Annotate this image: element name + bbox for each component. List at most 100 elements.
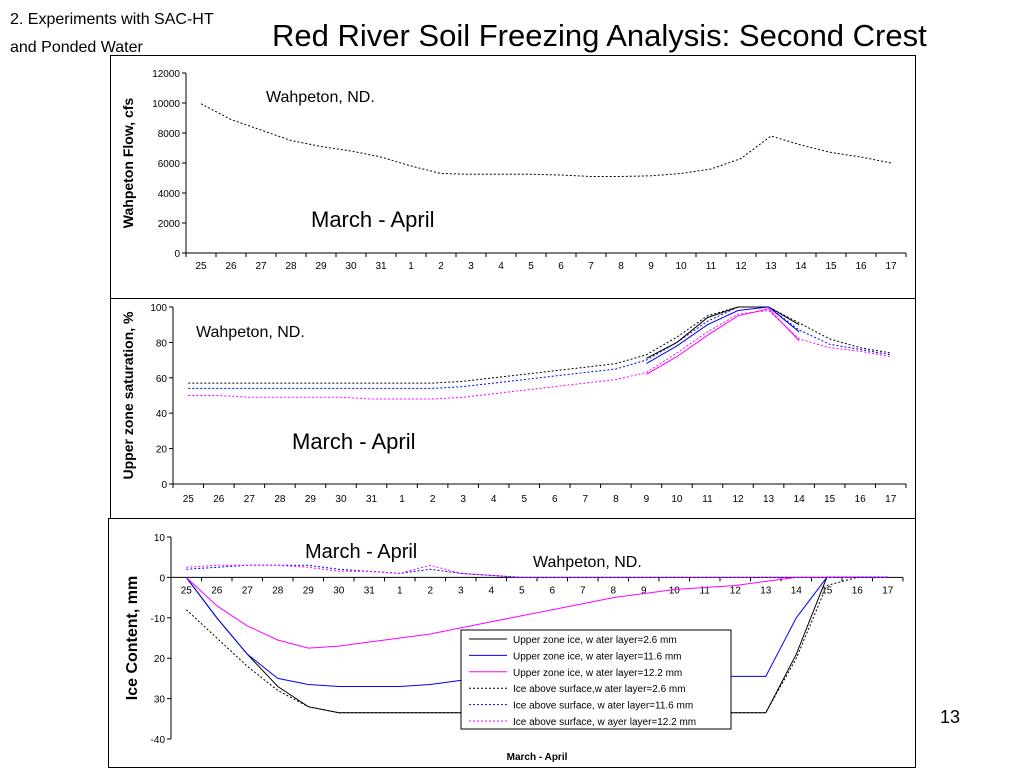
slide-title: Red River Soil Freezing Analysis: Second… <box>272 18 927 53</box>
x-tick-label: 28 <box>285 261 297 272</box>
chart-annotation: March - April <box>311 207 434 232</box>
x-tick-label: 8 <box>613 494 619 505</box>
x-tick-label: 9 <box>644 494 650 505</box>
x-tick-label: 15 <box>824 494 836 505</box>
x-tick-label: 16 <box>855 494 867 505</box>
x-tick-label: 25 <box>183 494 195 505</box>
y-tick-label: 0 <box>159 573 165 584</box>
x-tick-label: 6 <box>552 494 558 505</box>
legend-label: Upper zone ice, w ater layer=11.6 mm <box>513 651 682 662</box>
section-label-line2: and Ponded Water <box>10 39 143 56</box>
x-tick-label: 4 <box>488 585 494 596</box>
x-tick-label: 1 <box>408 261 414 272</box>
section-label: 2. Experiments with SAC-HT and Ponded Wa… <box>10 6 280 62</box>
x-tick-label: 30 <box>335 494 347 505</box>
flow-chart-panel: 0 2000 4000 6000 8000 10000 12000 25 26 27 28 29 30 3… <box>110 55 916 303</box>
legend-label: Ice above surface, w ayer layer=12.2 mm <box>513 717 696 728</box>
y-axis-label: Ice Content, mm <box>124 576 141 700</box>
x-tick-label: 1 <box>399 494 405 505</box>
series-line <box>185 576 888 649</box>
x-tick-label: 25 <box>181 585 193 596</box>
x-axis-label: March - April <box>507 752 568 763</box>
y-tick-label: 10000 <box>152 99 180 110</box>
x-tick-label: 26 <box>211 585 223 596</box>
slide-number: 13 <box>940 707 961 727</box>
x-tick-label: 13 <box>765 261 777 272</box>
x-tick-label: 11 <box>700 585 711 596</box>
x-tick-label: 3 <box>460 494 466 505</box>
x-tick-label: 30 <box>333 585 345 596</box>
x-tick-label: 26 <box>225 261 237 272</box>
series-line <box>188 306 891 384</box>
series-line <box>646 308 800 375</box>
y-tick-label: -10 <box>151 614 166 625</box>
x-tick-label: 3 <box>468 261 474 272</box>
x-tick-label: 14 <box>795 261 807 272</box>
y-tick-label: 20 <box>154 654 166 665</box>
x-tick-label: 27 <box>244 494 256 505</box>
legend-label: Ice above surface,w ater layer=2.6 mm <box>513 684 686 695</box>
x-tick-label: 26 <box>213 494 225 505</box>
x-tick-label: 5 <box>519 585 525 596</box>
x-tick-label: 2 <box>430 494 436 505</box>
x-tick-label: 16 <box>855 261 867 272</box>
x-tick-label: 28 <box>274 494 286 505</box>
x-tick-label: 14 <box>794 494 806 505</box>
series-line <box>646 306 800 359</box>
x-tick-label: 14 <box>791 585 803 596</box>
x-tick-label: 4 <box>498 261 504 272</box>
chart-annotation: Wahpeton, ND. <box>533 554 642 571</box>
x-tick-label: 2 <box>438 261 444 272</box>
y-tick-label: 60 <box>156 374 168 385</box>
x-tick-label: 11 <box>706 261 717 272</box>
x-tick-label: 29 <box>305 494 317 505</box>
x-tick-label: 10 <box>671 494 683 505</box>
y-axis-label: Upper zone saturation, % <box>120 311 136 480</box>
x-tick-label: 17 <box>882 585 894 596</box>
x-tick-label: 3 <box>458 585 464 596</box>
x-tick-label: 4 <box>491 494 497 505</box>
chart-legend <box>460 629 732 730</box>
y-tick-label: 0 <box>161 480 167 491</box>
y-tick-label: 40 <box>156 409 168 420</box>
series-line <box>646 306 800 365</box>
chart-annotation: March - April <box>305 541 417 563</box>
x-tick-label: 10 <box>669 585 681 596</box>
legend-label: Upper zone ice, w ater layer=12.2 mm <box>513 668 682 679</box>
y-tick-label: 20 <box>156 445 168 456</box>
x-tick-label: 27 <box>255 261 267 272</box>
y-tick-label: 100 <box>150 303 167 314</box>
y-tick-label: 8000 <box>158 129 181 140</box>
saturation-chart-panel: 0 20 40 60 80 100 25 26 27 28 29 30 31 1 2 3 4 5 6 7 8 9 10 11 1… <box>110 298 916 536</box>
x-tick-label: 1 <box>397 585 403 596</box>
ice-content-chart-panel: -40 30 20 -10 0 10 25 26 27 28 29 30 31 1 2 3 4 5 6 7 8 9 10 11… <box>108 518 916 768</box>
legend-label: Ice above surface, w ater layer=11.6 mm <box>513 701 693 712</box>
series-line <box>186 564 888 578</box>
section-label-line1: 2. Experiments with SAC-HT <box>10 11 214 28</box>
x-tick-label: 27 <box>242 585 254 596</box>
y-tick-label: 6000 <box>158 159 181 170</box>
x-tick-label: 12 <box>732 494 744 505</box>
y-tick-label: 10 <box>154 533 166 544</box>
x-tick-label: 25 <box>195 261 207 272</box>
x-tick-label: 12 <box>730 585 742 596</box>
x-tick-label: 16 <box>852 585 864 596</box>
x-tick-label: 13 <box>763 494 775 505</box>
x-tick-label: 10 <box>675 261 687 272</box>
chart-annotation: Wahpeton, ND. <box>266 89 375 106</box>
x-tick-label: 29 <box>315 261 327 272</box>
series-line <box>185 576 888 714</box>
chart-annotation: Wahpeton, ND. <box>196 324 305 341</box>
series-line <box>188 309 891 400</box>
x-tick-label: 31 <box>364 585 376 596</box>
y-tick-label: 80 <box>156 338 168 349</box>
x-tick-label: 5 <box>528 261 534 272</box>
y-tick-label: 2000 <box>158 219 181 230</box>
x-tick-label: 31 <box>366 494 378 505</box>
y-tick-label: 4000 <box>158 189 181 200</box>
x-tick-label: 31 <box>375 261 387 272</box>
y-tick-label: 0 <box>174 249 180 260</box>
